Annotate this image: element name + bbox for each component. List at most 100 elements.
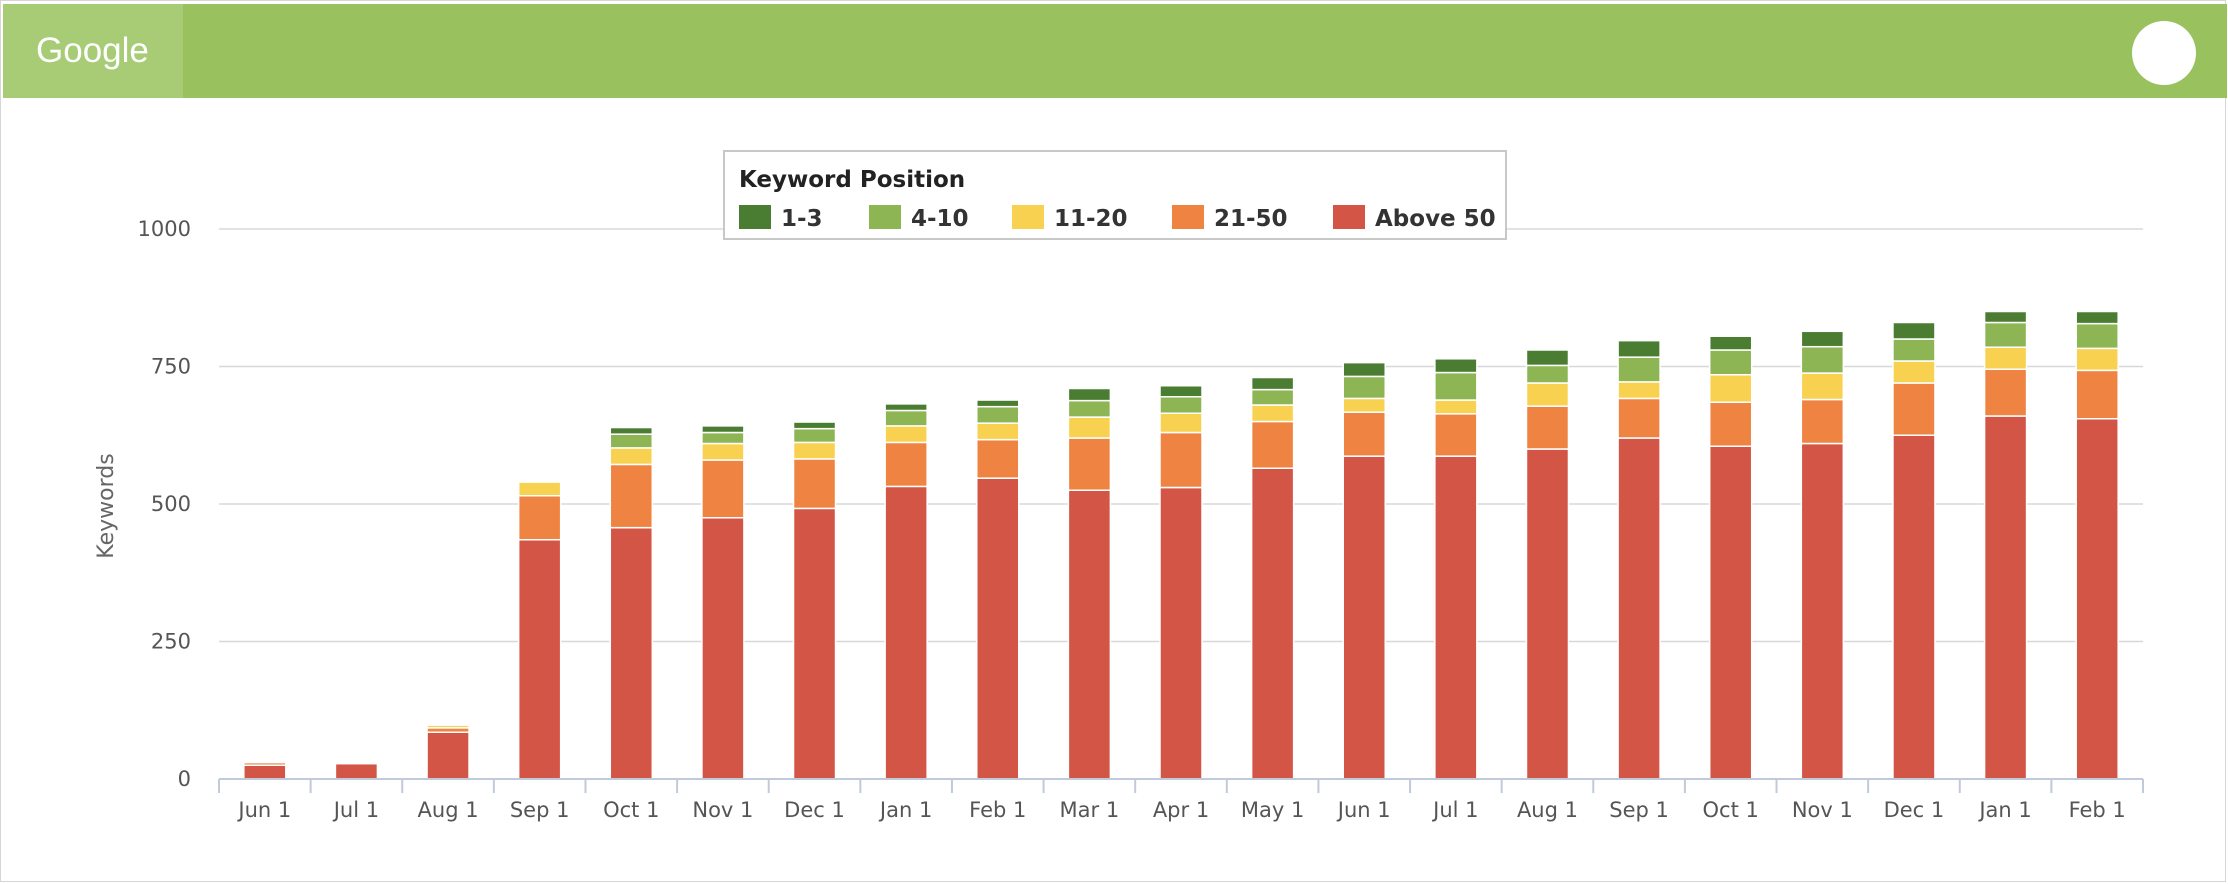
tab-google[interactable]: Google xyxy=(3,4,183,98)
bar-segment xyxy=(1525,364,1570,384)
x-tick-label: Sep 1 xyxy=(1609,798,1669,822)
axes: 0 250 500 750 1000 Jun 1 Jul 1 Aug 1 Sep 1 Oct 1 N… xyxy=(138,217,2144,822)
legend-items: 1-3 4-10 11-20 21-50 Above 50 xyxy=(739,205,1496,232)
bar-segment xyxy=(1159,396,1203,414)
bar-segment xyxy=(609,447,654,466)
bar-segment xyxy=(609,433,654,449)
bar-segment xyxy=(1342,361,1386,378)
bar-segment xyxy=(976,405,1020,424)
legend-item[interactable]: Above 50 xyxy=(1333,205,1496,232)
bar-segment xyxy=(701,431,745,445)
bar-segment xyxy=(1525,448,1570,780)
legend-title: Keyword Position xyxy=(739,167,965,193)
bar-segment xyxy=(1617,339,1661,358)
y-tick-label: 500 xyxy=(151,492,191,516)
bar-segment xyxy=(1708,401,1753,447)
x-tick-label: Sep 1 xyxy=(510,798,570,822)
bar-segment xyxy=(792,421,837,430)
bar-segment xyxy=(1525,382,1570,407)
bar-segment xyxy=(1892,382,1936,436)
bar-segment xyxy=(884,403,928,412)
bar-segment xyxy=(792,427,837,444)
bar-segment xyxy=(1983,346,2028,370)
y-tick-label: 1000 xyxy=(138,217,191,241)
bar-segment xyxy=(243,760,287,763)
bar-segment xyxy=(1434,413,1478,457)
x-tick-label: May 1 xyxy=(1241,798,1304,822)
x-tick-label: Nov 1 xyxy=(1792,798,1853,822)
legend-item[interactable]: 4-10 xyxy=(869,205,969,232)
x-tick-label: Jun 1 xyxy=(236,798,291,822)
bar-segment xyxy=(701,442,745,461)
x-tick-label: Oct 1 xyxy=(1703,798,1759,822)
bar-segment xyxy=(426,731,470,780)
bar-segment xyxy=(2075,347,2119,372)
legend-swatch xyxy=(1012,205,1044,229)
y-tick-label: 0 xyxy=(178,767,191,791)
legend-swatch xyxy=(869,205,901,229)
bar-segment xyxy=(1708,349,1753,376)
legend-label: 21-50 xyxy=(1214,206,1288,232)
keyword-position-chart: 0 250 500 750 1000 Jun 1 Jul 1 Aug 1 Sep 1 Oct 1 N… xyxy=(94,150,2144,822)
bar-segment xyxy=(1983,368,2028,417)
x-tick-label: Jun 1 xyxy=(1336,798,1391,822)
bar-segment xyxy=(1434,455,1478,780)
avatar[interactable] xyxy=(2132,21,2196,85)
bar-segment xyxy=(884,441,928,488)
x-tick-label: Jan 1 xyxy=(878,798,932,822)
legend-box xyxy=(723,150,1507,240)
bar-segment xyxy=(609,526,654,780)
bar-segment xyxy=(792,458,837,510)
bar-segment xyxy=(1434,371,1478,401)
x-tick-label: Feb 1 xyxy=(969,798,1026,822)
bar-segment xyxy=(1983,310,2028,324)
bar-segment xyxy=(884,425,928,444)
bar-segment xyxy=(701,459,745,519)
bar-segment xyxy=(426,723,470,726)
x-tick-label: Jul 1 xyxy=(332,798,379,822)
bar-segment xyxy=(1159,486,1203,780)
legend-label: 11-20 xyxy=(1054,206,1128,232)
bar-segment xyxy=(1067,437,1112,491)
bar-segment xyxy=(1617,381,1661,400)
legend-item[interactable]: 21-50 xyxy=(1172,205,1288,232)
bar-segment xyxy=(1342,397,1386,413)
legend-item[interactable]: 1-3 xyxy=(739,205,823,232)
bar-segment xyxy=(1800,345,1845,374)
bar-segment xyxy=(1250,404,1295,423)
bar-segment xyxy=(1983,321,2028,348)
y-axis-label: Keywords xyxy=(94,453,119,558)
bar-segment xyxy=(1800,330,1845,348)
bar-segment xyxy=(1800,442,1845,780)
bar-segment xyxy=(1159,412,1203,434)
bar-segment xyxy=(517,539,562,780)
x-tick-label: Jan 1 xyxy=(1977,798,2031,822)
bar-segment xyxy=(243,764,287,780)
legend-item[interactable]: 11-20 xyxy=(1012,205,1128,232)
bar-segment xyxy=(1892,321,1936,340)
legend-swatch xyxy=(1172,205,1204,229)
bar-segment xyxy=(2075,418,2119,780)
bar-segment xyxy=(2075,322,2119,350)
bar-segment xyxy=(884,409,928,427)
bar-segment xyxy=(1250,467,1295,780)
x-tick-label: Aug 1 xyxy=(1517,798,1578,822)
bar-segment xyxy=(1892,360,1936,384)
bar-segment xyxy=(1708,335,1753,351)
legend-label: 4-10 xyxy=(911,206,969,232)
bar-segment xyxy=(1800,398,1845,445)
bar-segment xyxy=(334,761,379,765)
bar-segment xyxy=(1342,411,1386,457)
bar-segment xyxy=(884,485,928,780)
bar-segment xyxy=(976,477,1020,780)
bar-segment xyxy=(517,495,562,541)
bar-segment xyxy=(792,441,837,460)
bar-segment xyxy=(1067,399,1112,418)
bar-segment xyxy=(2075,310,2119,325)
bar-segment xyxy=(334,762,379,780)
panel-header: Google xyxy=(3,4,2227,98)
legend-label: 1-3 xyxy=(781,206,823,232)
bar-segment xyxy=(517,481,562,497)
x-tick-label: Nov 1 xyxy=(692,798,753,822)
